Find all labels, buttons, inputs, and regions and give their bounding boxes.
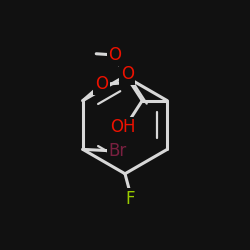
Text: O: O — [121, 65, 134, 83]
Text: OH: OH — [110, 118, 136, 136]
Text: F: F — [125, 190, 135, 208]
Text: O: O — [108, 46, 122, 64]
Text: O: O — [95, 75, 108, 93]
Text: Br: Br — [109, 142, 127, 160]
